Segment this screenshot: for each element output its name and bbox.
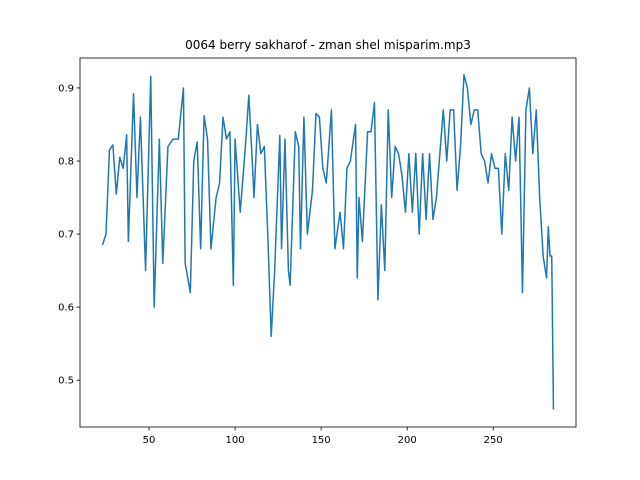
y-tick-label: 0.9 — [58, 83, 74, 94]
x-tick-label: 150 — [312, 435, 331, 446]
y-tick-label: 0.7 — [58, 230, 74, 241]
axes-frame — [79, 57, 577, 428]
x-tick-label: 50 — [143, 435, 156, 446]
x-tick-label: 250 — [484, 435, 503, 446]
chart-title: 0064 berry sakharof - zman shel misparim… — [185, 38, 471, 52]
x-tick-label: 100 — [226, 435, 245, 446]
line-series — [101, 74, 555, 410]
x-tick-label: 200 — [398, 435, 417, 446]
y-tick-label: 0.6 — [58, 303, 74, 314]
y-tick-label: 0.8 — [58, 157, 74, 168]
y-tick-label: 0.5 — [58, 376, 74, 387]
